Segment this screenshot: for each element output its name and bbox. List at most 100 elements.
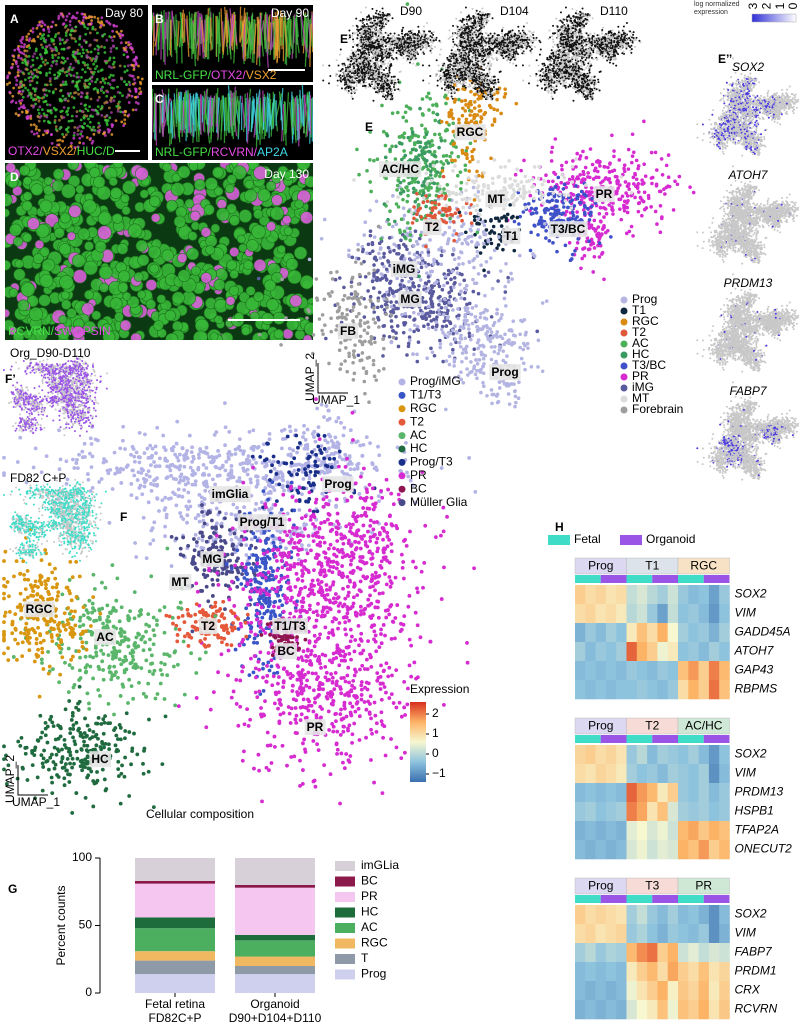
cell-point <box>433 154 437 158</box>
cell-point <box>400 44 402 46</box>
cell-point <box>624 180 628 184</box>
cell-point <box>608 170 612 174</box>
cell-point <box>421 201 425 205</box>
cell-point <box>493 345 497 349</box>
cell-point <box>369 229 373 233</box>
cell <box>59 275 73 289</box>
cell <box>125 50 128 53</box>
cell-point <box>589 147 593 151</box>
cell-point <box>503 297 507 301</box>
cell-point <box>382 367 386 371</box>
cell <box>62 16 65 19</box>
cell-point <box>441 288 445 292</box>
cell <box>11 99 14 102</box>
cell-point <box>399 231 403 235</box>
cell <box>237 235 245 243</box>
cell-point <box>464 347 468 351</box>
cell <box>125 83 128 86</box>
cell <box>42 89 45 92</box>
cell <box>82 48 85 51</box>
cell-point <box>437 195 441 199</box>
cell-point <box>482 311 486 315</box>
cell-point <box>460 149 464 153</box>
cell-point <box>497 235 501 239</box>
cell-point <box>409 62 411 64</box>
cell-point <box>554 185 558 189</box>
cell-point <box>396 52 398 54</box>
cell <box>23 84 26 87</box>
cell <box>214 279 225 290</box>
cell <box>77 62 80 65</box>
cell-point <box>543 222 547 226</box>
cell-point <box>372 274 376 278</box>
cell-point <box>438 285 442 289</box>
cell-point <box>371 249 375 253</box>
cell-point <box>416 140 420 144</box>
cell-point <box>551 241 555 245</box>
cell <box>97 91 100 94</box>
cell <box>74 40 77 43</box>
cell-point <box>453 159 457 163</box>
cell-point <box>412 217 416 221</box>
cell-point <box>482 269 486 273</box>
cell <box>193 331 207 345</box>
cell-point <box>396 324 400 328</box>
cell-point <box>551 207 555 211</box>
cell-point <box>510 194 514 198</box>
cell <box>190 211 200 221</box>
cell-point <box>460 337 464 341</box>
stain: RCVRN/ <box>211 145 258 159</box>
cell-point <box>623 205 627 209</box>
cell-point <box>412 311 416 315</box>
cell-point <box>447 193 451 197</box>
cell-point <box>452 143 456 147</box>
cell-point <box>434 201 438 205</box>
cell-point <box>398 181 402 185</box>
cell-point <box>583 178 587 182</box>
cell <box>136 240 148 252</box>
cell-point <box>579 266 583 270</box>
cell-point <box>625 232 629 236</box>
cell-point <box>345 308 349 312</box>
cell-point <box>595 160 599 164</box>
cell <box>27 72 30 75</box>
cell-point <box>382 255 386 259</box>
cell-point <box>489 156 493 160</box>
panel-label: B <box>155 12 164 26</box>
cell-point <box>364 275 368 279</box>
cell-point <box>336 302 340 306</box>
cell-point <box>479 120 483 124</box>
cell-point <box>408 54 410 56</box>
cell <box>74 91 77 94</box>
cell-point <box>469 212 473 216</box>
cell-point <box>533 165 537 169</box>
stain: AP2A <box>257 145 288 159</box>
cell <box>101 35 104 38</box>
cell-point <box>660 217 664 221</box>
cell <box>32 55 35 58</box>
cell-point <box>493 249 497 253</box>
cell-point <box>444 129 448 133</box>
cell <box>65 19 68 22</box>
cell-point <box>384 156 388 160</box>
cell <box>258 189 271 202</box>
cell-point <box>477 190 481 194</box>
cell-point <box>517 222 521 226</box>
cell-point <box>320 237 324 241</box>
cell <box>43 120 46 123</box>
cell <box>41 108 44 111</box>
cell-point <box>353 343 357 347</box>
cell-point <box>527 202 531 206</box>
cell-point <box>525 180 529 184</box>
cell-point <box>400 158 404 162</box>
cell <box>267 299 279 311</box>
cell-point <box>413 52 415 54</box>
cell <box>119 92 122 95</box>
cell-point <box>361 250 365 254</box>
cell <box>54 77 57 80</box>
cell-point <box>459 170 463 174</box>
cell <box>90 59 93 62</box>
cell-point <box>406 189 410 193</box>
cell-point <box>496 216 500 220</box>
cell-point <box>454 145 458 149</box>
